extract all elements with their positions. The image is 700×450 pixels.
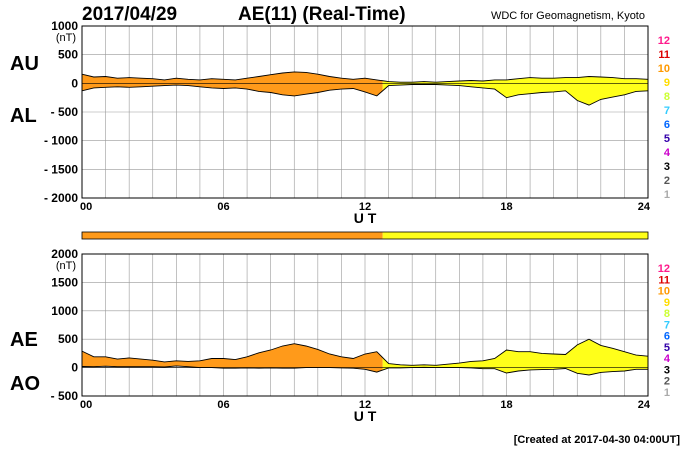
y-unit-label: (nT) (56, 260, 76, 272)
y-tick-label: 2000 (51, 247, 78, 261)
station-count-label: 4 (664, 147, 671, 159)
station-count-label: 6 (664, 331, 670, 343)
x-axis-label: U T (354, 210, 377, 226)
plot-frame (81, 253, 649, 397)
station-count-label: 9 (664, 77, 670, 89)
station-count-label: 12 (658, 35, 670, 47)
x-tick-label: 24 (638, 201, 651, 213)
series-line-au (81, 71, 649, 83)
series-line-al (81, 84, 649, 106)
station-count-label: 11 (658, 49, 670, 61)
station-count-label: 6 (664, 119, 670, 131)
y-tick-label: - 500 (51, 105, 79, 119)
x-axis-label: U T (354, 408, 377, 424)
station-count-label: 11 (658, 274, 670, 286)
plot-frame (81, 25, 649, 199)
station-count-label: 2 (664, 376, 670, 388)
area-fill-orange (82, 71, 383, 96)
y-tick-label: - 1000 (44, 134, 78, 148)
timeline-bar-yellow (382, 232, 648, 239)
station-count-label: 7 (664, 105, 670, 117)
timeline-bar-frame (81, 231, 649, 240)
series-line-ao (81, 365, 648, 376)
x-tick-label: 12 (359, 201, 371, 213)
y-tick-label: - 2000 (44, 191, 78, 205)
series-label-ae: AE (10, 329, 38, 351)
station-count-label: 7 (664, 319, 670, 331)
station-count-label: 8 (664, 308, 670, 320)
y-tick-label: - 500 (51, 389, 79, 403)
x-tick-label: 18 (500, 399, 512, 411)
y-tick-label: 500 (58, 332, 78, 346)
station-count-label: 10 (658, 286, 670, 298)
area-fill-yellow (382, 339, 648, 375)
x-tick-label: 18 (500, 201, 512, 213)
station-count-label: 10 (658, 63, 670, 75)
date-title: 2017/04/29 (82, 4, 177, 25)
series-label-ao: AO (10, 373, 40, 395)
timeline-bar (81, 231, 649, 240)
y-tick-label: 500 (58, 48, 78, 62)
x-tick-label: 24 (638, 399, 651, 411)
area-fill-orange (82, 343, 383, 373)
y-tick-label: 1000 (51, 19, 78, 33)
station-count-label: 9 (664, 297, 670, 309)
au-al-panel: 1000 500 0 - 500 - 1000 - 1500 - 2000 (nT) 00 06 1… (10, 19, 671, 226)
x-tick-label: 00 (80, 399, 92, 411)
series-label-al: AL (10, 105, 37, 127)
y-tick-label: - 1500 (44, 162, 78, 176)
station-count-label: 4 (664, 353, 671, 365)
x-tick-label: 06 (217, 201, 229, 213)
y-tick-label: 1000 (51, 304, 78, 318)
station-count-label: 3 (664, 161, 670, 173)
station-count-label: 2 (664, 175, 670, 187)
x-tick-label: 12 (359, 399, 371, 411)
area-fill-yellow (382, 76, 648, 106)
created-label: [Created at 2017-04-30 04:00UT] (514, 434, 681, 446)
series-label-au: AU (10, 53, 39, 75)
y-tick-label: 0 (71, 76, 78, 90)
station-count-label: 3 (664, 364, 670, 376)
index-title: AE(11) (Real-Time) (238, 4, 406, 25)
x-tick-label: 00 (80, 201, 92, 213)
station-count-label: 1 (664, 189, 670, 201)
station-count-label: 5 (664, 133, 670, 145)
series-line-ae (81, 338, 649, 366)
y-tick-label: 1500 (51, 275, 78, 289)
timeline-bar-orange (82, 232, 383, 239)
station-count-label: 1 (664, 387, 670, 399)
y-unit-label: (nT) (56, 32, 76, 44)
station-count-label: 8 (664, 91, 670, 103)
station-count-label: 12 (658, 263, 670, 275)
station-count-label: 5 (664, 342, 670, 354)
source-label: WDC for Geomagnetism, Kyoto (491, 10, 645, 22)
y-tick-label: 0 (71, 361, 78, 375)
x-tick-label: 06 (217, 399, 229, 411)
